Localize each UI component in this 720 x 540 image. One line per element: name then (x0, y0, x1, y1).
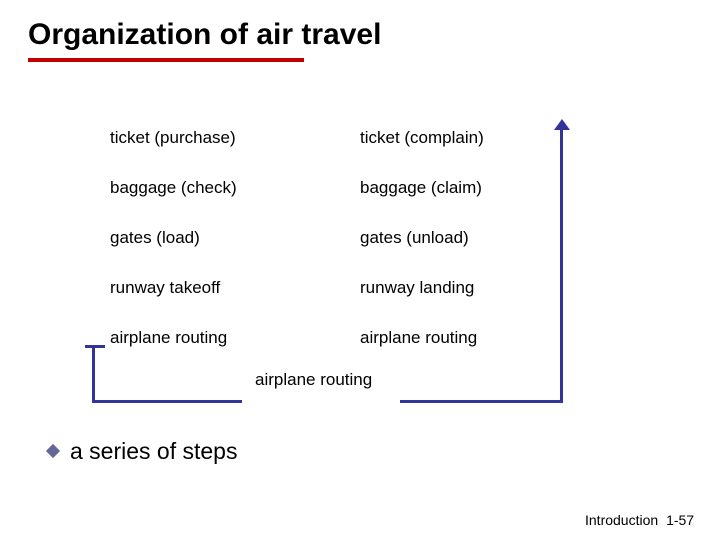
left-label-2: gates (load) (110, 228, 200, 248)
footer-section: Introduction 1-57 (585, 512, 694, 528)
connector-top-h (85, 345, 105, 348)
connector-right-v (560, 130, 563, 400)
left-label-0: ticket (purchase) (110, 128, 236, 148)
footer-label: Introduction (585, 512, 658, 528)
connector-bottom-h1 (92, 400, 242, 403)
title-underline (28, 58, 304, 62)
page-title: Organization of air travel (28, 18, 381, 52)
right-label-0: ticket (complain) (360, 128, 484, 148)
left-label-4: airplane routing (110, 328, 227, 348)
right-label-4: airplane routing (360, 328, 477, 348)
arrow-up-icon (554, 119, 570, 130)
bullet-text: a series of steps (70, 438, 237, 465)
left-label-1: baggage (check) (110, 178, 237, 198)
bottom-label: airplane routing (255, 370, 372, 390)
footer-page: 1-57 (666, 512, 694, 528)
connector-left-v (92, 345, 95, 400)
left-label-3: runway takeoff (110, 278, 220, 298)
right-label-1: baggage (claim) (360, 178, 482, 198)
right-label-2: gates (unload) (360, 228, 469, 248)
right-label-3: runway landing (360, 278, 474, 298)
connector-bottom-h2 (400, 400, 563, 403)
bullet-diamond-icon (46, 444, 60, 458)
